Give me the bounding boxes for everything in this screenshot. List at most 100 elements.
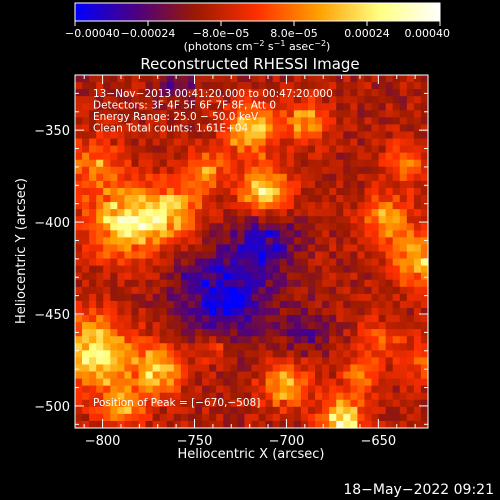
heatmap-cell [293, 350, 302, 358]
heatmap-cell [420, 286, 429, 295]
heatmap-cell [364, 209, 373, 217]
heatmap-cell [336, 75, 344, 83]
heatmap-cell [223, 124, 231, 133]
heatmap-cell [110, 399, 118, 408]
heatmap-cell [279, 293, 288, 302]
heatmap-cell [223, 279, 231, 288]
heatmap-cell [187, 75, 196, 83]
heatmap-cell [145, 82, 154, 90]
heatmap-cell [82, 265, 90, 274]
heatmap-cell [96, 152, 104, 161]
heatmap-cell [159, 272, 168, 281]
heatmap-cell [293, 173, 302, 182]
heatmap-cell [216, 258, 224, 267]
heatmap-cell [399, 392, 408, 401]
heatmap-cell [406, 350, 415, 358]
heatmap-cell [75, 329, 83, 337]
heatmap-cell [124, 322, 133, 330]
heatmap-cell [315, 216, 323, 224]
heatmap-cell [145, 300, 154, 309]
heatmap-cell [371, 357, 380, 366]
heatmap-cell [286, 131, 295, 140]
heatmap-cell [209, 399, 217, 408]
heatmap-cell [209, 371, 217, 380]
heatmap-cell [286, 293, 295, 302]
heatmap-cell [96, 293, 104, 302]
heatmap-cell [82, 343, 90, 351]
heatmap-cell [244, 300, 253, 309]
heatmap-cell [173, 392, 182, 401]
heatmap-cell [392, 413, 401, 422]
heatmap-cell [180, 293, 189, 302]
heatmap-cell [364, 392, 373, 401]
heatmap-cell [272, 279, 281, 288]
heatmap-cell [385, 371, 394, 380]
heatmap-cell [131, 322, 140, 330]
heatmap-cell [272, 413, 281, 422]
heatmap-cell [378, 300, 387, 309]
heatmap-cell [195, 117, 203, 126]
heatmap-cell [300, 322, 309, 330]
heatmap-cell [413, 110, 422, 118]
heatmap-cell [180, 145, 189, 154]
heatmap-cell [399, 173, 408, 182]
heatmap-cell [244, 265, 253, 274]
heatmap-cell [96, 103, 104, 111]
heatmap-cell [385, 251, 394, 260]
heatmap-cell [82, 131, 90, 140]
heatmap-cell [258, 357, 267, 366]
heatmap-cell [315, 371, 323, 380]
heatmap-cell [89, 343, 97, 351]
heatmap-cell [279, 378, 288, 387]
heatmap-cell [202, 89, 210, 97]
heatmap-cell [329, 392, 337, 401]
heatmap-cell [124, 350, 133, 358]
heatmap-cell [216, 406, 224, 415]
heatmap-cell [251, 145, 260, 154]
heatmap-cell [82, 117, 90, 126]
heatmap-cell [307, 230, 316, 238]
heatmap-cell [357, 96, 366, 104]
heatmap-cell [159, 89, 168, 97]
heatmap-cell [406, 166, 415, 175]
heatmap-cell [336, 329, 344, 337]
heatmap-cell [96, 131, 104, 140]
heatmap-cell [307, 329, 316, 337]
heatmap-cell [315, 329, 323, 337]
heatmap-cell [307, 258, 316, 267]
heatmap-cell [343, 371, 351, 380]
heatmap-cell [322, 413, 330, 422]
heatmap-cell [124, 96, 133, 104]
heatmap-cell [223, 406, 231, 415]
heatmap-cell [187, 216, 196, 224]
heatmap-cell [124, 159, 133, 168]
heatmap-cell [216, 244, 224, 253]
heatmap-cell [152, 399, 161, 408]
heatmap-cell [251, 413, 260, 422]
heatmap-cell [399, 103, 408, 111]
heatmap-cell [195, 89, 203, 97]
heatmap-cell [103, 180, 111, 189]
heatmap-cell [110, 371, 118, 380]
heatmap-cell [223, 131, 231, 140]
heatmap-cell [272, 96, 281, 104]
heatmap-cell [216, 152, 224, 161]
heatmap-cell [336, 230, 344, 238]
heatmap-cell [131, 223, 140, 231]
heatmap-cell [371, 406, 380, 415]
heatmap-cell [343, 131, 351, 140]
heatmap-cell [343, 385, 351, 394]
heatmap-cell [336, 159, 344, 168]
heatmap-cell [350, 216, 358, 224]
heatmap-cell [216, 286, 224, 295]
heatmap-cell [322, 209, 330, 217]
heatmap-cell [251, 322, 260, 330]
heatmap-cell [124, 336, 133, 344]
heatmap-cell [286, 202, 295, 210]
heatmap-cell [138, 300, 147, 309]
heatmap-cell [307, 180, 316, 189]
heatmap-cell [173, 300, 182, 309]
heatmap-cell [75, 293, 83, 302]
heatmap-cell [117, 96, 126, 104]
heatmap-cell [371, 131, 380, 140]
